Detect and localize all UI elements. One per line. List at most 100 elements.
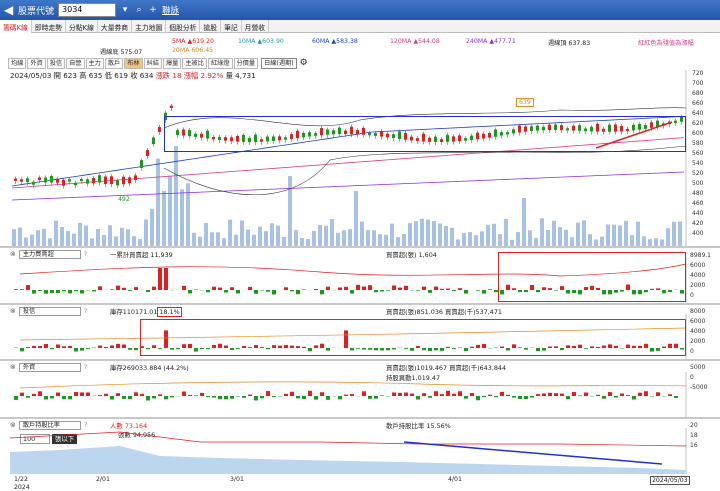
tab-monthly-revenue[interactable]: 月營收 <box>242 20 269 33</box>
volume-bar <box>588 234 592 246</box>
btn-tangle[interactable]: 糾結 <box>144 58 162 69</box>
flow-bar <box>266 391 270 396</box>
flow-bar <box>188 395 192 396</box>
flow-bar <box>62 346 66 348</box>
add-icon[interactable]: + <box>148 5 158 15</box>
volume-bar <box>498 234 502 246</box>
volume-bar <box>606 224 610 246</box>
retail-chart[interactable] <box>0 428 720 474</box>
volume-bar <box>480 231 484 246</box>
help-icon[interactable]: ? <box>84 250 87 258</box>
candle-body <box>50 176 53 183</box>
close-icon[interactable]: ⊗ <box>10 363 16 371</box>
flow-bar <box>164 268 168 290</box>
volume-bar <box>654 238 658 246</box>
volume-bar <box>306 239 310 246</box>
flow-bar <box>446 289 450 290</box>
pane-foreign-select[interactable]: 外資 <box>19 363 81 372</box>
highlight-box-trust <box>140 319 686 356</box>
flow-bar <box>434 287 438 290</box>
btn-dealer[interactable]: 自營 <box>66 58 84 69</box>
flow-bar <box>350 394 354 396</box>
volume-bar <box>210 232 214 246</box>
flow-bar <box>452 394 456 396</box>
volume-bar <box>600 237 604 246</box>
flow-bar <box>32 290 36 294</box>
flow-bar <box>116 344 120 348</box>
stock-code-input[interactable]: 3034 <box>58 3 116 17</box>
tab-stock-analysis[interactable]: 個股分析 <box>166 20 200 33</box>
btn-trust[interactable]: 投信 <box>47 58 65 69</box>
btn-foreign[interactable]: 外資 <box>27 58 45 69</box>
volume-bar <box>648 239 652 246</box>
flow-bar <box>188 290 192 293</box>
volume-bar <box>132 236 136 246</box>
volume-bar <box>354 191 358 246</box>
volume-bar <box>156 159 160 246</box>
btn-main[interactable]: 主力 <box>86 58 104 69</box>
btn-active-ratio[interactable]: 主被比 <box>182 58 207 69</box>
flow-bar <box>488 395 492 396</box>
volume-bar <box>78 223 82 246</box>
volume-bar <box>192 233 196 246</box>
dropdown-arrow-icon[interactable]: ▾ <box>120 5 130 15</box>
tab-big-brokers[interactable]: 大量券商 <box>98 20 132 33</box>
volume-bar <box>102 235 106 246</box>
help-icon[interactable]: ? <box>84 363 87 371</box>
volume-bar <box>144 219 148 246</box>
flow-bar <box>284 287 288 290</box>
tab-notes[interactable]: 筆記 <box>221 20 242 33</box>
volume-bar <box>12 229 16 246</box>
volume-bar <box>558 227 562 246</box>
btn-ma[interactable]: 均線 <box>8 58 26 69</box>
back-icon[interactable]: ◀ <box>4 3 14 17</box>
consolidation-box <box>164 116 686 152</box>
tab-main-map[interactable]: 主力地圖 <box>132 20 166 33</box>
volume-bar <box>222 238 226 246</box>
btn-price-volume[interactable]: 分價量 <box>234 58 259 69</box>
price-y-tick: 500 <box>692 180 703 187</box>
price-y-tick: 420 <box>692 220 703 227</box>
price-y-tick: 440 <box>692 210 703 217</box>
flow-bar <box>182 286 186 290</box>
flow-bar <box>446 391 450 396</box>
flow-bar <box>428 396 432 398</box>
flow-bar <box>206 396 210 397</box>
pane-y-tick: 20 <box>690 422 698 429</box>
tab-realtime[interactable]: 即時走勢 <box>32 20 66 33</box>
volume-bar <box>462 233 466 246</box>
gear-icon[interactable]: ⚙ <box>300 58 308 69</box>
candle-body <box>14 179 17 181</box>
period-select[interactable]: 日線(週期) <box>261 58 297 69</box>
search-icon[interactable]: ⌕ <box>134 5 144 15</box>
stock-name-link[interactable]: 聯詠 <box>162 4 179 16</box>
ma120-label: 120MA ▲544.08 <box>390 38 440 45</box>
volume-bar <box>348 229 352 246</box>
tab-branch-kline[interactable]: 分點K線 <box>66 20 98 33</box>
candle-body <box>92 178 95 183</box>
flow-bar <box>416 290 420 291</box>
flow-bar <box>392 285 396 290</box>
close-icon[interactable]: ⊗ <box>10 250 16 258</box>
volume-bar <box>516 232 520 246</box>
volume-bar <box>570 237 574 246</box>
btn-retail[interactable]: 散戶 <box>105 58 123 69</box>
price-chart[interactable] <box>0 70 720 246</box>
btn-burst[interactable]: 爆量 <box>163 58 181 69</box>
flow-bar <box>254 396 258 400</box>
volume-bar <box>450 228 454 246</box>
tab-grab[interactable]: 搶股 <box>200 20 221 33</box>
candle-body <box>56 179 59 183</box>
btn-traffic-light[interactable]: 紅綠燈 <box>208 58 233 69</box>
flow-bar <box>458 391 462 396</box>
volume-bar <box>24 237 28 246</box>
ma10-label: 10MA ▲603.90 <box>238 38 284 45</box>
tab-chip-kline[interactable]: 籌碼K線 <box>0 20 32 33</box>
volume-bar <box>642 236 646 246</box>
flow-bar <box>128 348 132 350</box>
btn-bollinger[interactable]: 布林 <box>124 58 142 69</box>
pane-y-tick: 0 <box>690 374 694 381</box>
foreign-chart[interactable] <box>0 372 720 416</box>
volume-bar <box>318 225 322 246</box>
flow-bar <box>38 346 42 348</box>
